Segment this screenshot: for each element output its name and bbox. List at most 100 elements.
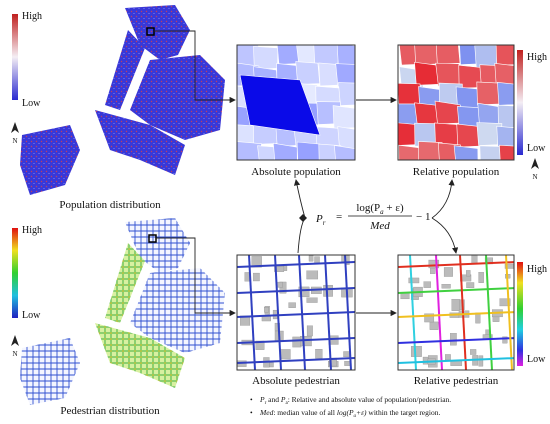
symbol: P bbox=[280, 395, 286, 404]
absolute-population-inset bbox=[237, 45, 355, 160]
building bbox=[323, 284, 333, 297]
building bbox=[306, 270, 319, 280]
parcel bbox=[479, 145, 506, 160]
parcel bbox=[337, 126, 355, 150]
building bbox=[280, 349, 291, 360]
text: + ε) bbox=[384, 202, 404, 214]
building bbox=[430, 268, 436, 274]
parcel bbox=[453, 145, 479, 160]
arrow bbox=[431, 217, 459, 254]
street bbox=[237, 287, 355, 294]
population-map: High Low N Population distribution bbox=[11, 5, 225, 211]
legend-bar bbox=[517, 262, 523, 366]
subscript: r bbox=[265, 401, 267, 406]
note: Med: median value of all log(Pa+ε) withi… bbox=[259, 408, 440, 419]
north-label: N bbox=[12, 137, 17, 145]
parcel bbox=[497, 104, 514, 129]
street bbox=[398, 337, 514, 344]
symbol: Med bbox=[259, 408, 274, 417]
arrow bbox=[431, 179, 455, 219]
legend-bar bbox=[12, 228, 18, 318]
parcel bbox=[435, 62, 460, 87]
caption: Absolute pedestrian bbox=[252, 375, 340, 387]
expression: log(P bbox=[337, 408, 354, 417]
north-arrow bbox=[531, 158, 539, 169]
building bbox=[408, 277, 420, 284]
borough bbox=[95, 323, 185, 388]
bullet: • bbox=[250, 395, 253, 404]
street bbox=[398, 261, 514, 268]
street bbox=[274, 255, 282, 370]
building bbox=[244, 272, 250, 282]
building bbox=[288, 302, 296, 308]
absolute-pedestrian-inset bbox=[237, 255, 355, 370]
borough bbox=[105, 30, 145, 110]
building bbox=[306, 297, 318, 303]
parcel bbox=[418, 141, 443, 160]
subscript: a bbox=[285, 401, 288, 406]
formula-lhs: Pr bbox=[315, 213, 326, 227]
inset-frame bbox=[236, 254, 356, 371]
parcel bbox=[476, 81, 502, 106]
north-label: N bbox=[532, 173, 537, 181]
relative-pedestrian-inset bbox=[398, 255, 514, 370]
bullet: • bbox=[250, 408, 253, 417]
caption: Relative pedestrian bbox=[414, 375, 499, 387]
focus-box bbox=[146, 27, 155, 36]
parcel bbox=[435, 45, 461, 65]
street bbox=[237, 337, 355, 344]
subscript: r bbox=[323, 219, 326, 227]
building bbox=[451, 299, 460, 311]
parcel bbox=[296, 141, 322, 160]
building bbox=[410, 346, 422, 357]
building bbox=[292, 336, 302, 348]
caption: Population distribution bbox=[59, 199, 161, 211]
street bbox=[435, 255, 443, 370]
building bbox=[499, 298, 511, 307]
legend-low: Low bbox=[527, 354, 546, 365]
parcel bbox=[494, 63, 514, 87]
borough bbox=[20, 338, 80, 405]
north-label: N bbox=[12, 350, 17, 358]
legend-high: High bbox=[527, 52, 547, 63]
borough bbox=[105, 243, 145, 323]
street bbox=[324, 255, 332, 370]
borough bbox=[125, 218, 190, 273]
street bbox=[248, 255, 256, 370]
building bbox=[429, 321, 439, 330]
building bbox=[255, 340, 265, 350]
inset-frame bbox=[397, 254, 515, 371]
symbol: P bbox=[259, 395, 265, 404]
parcel bbox=[239, 74, 321, 136]
building bbox=[274, 266, 285, 272]
building bbox=[465, 270, 471, 277]
building bbox=[502, 336, 508, 344]
parcel bbox=[338, 82, 355, 106]
street bbox=[298, 255, 306, 370]
parcel bbox=[499, 144, 514, 160]
street bbox=[237, 311, 355, 318]
subscript: a bbox=[354, 414, 357, 419]
relative-population-inset bbox=[398, 45, 514, 160]
legend-low: Low bbox=[22, 98, 41, 109]
building bbox=[441, 284, 451, 289]
formula-denominator: Med bbox=[369, 220, 390, 232]
building bbox=[478, 355, 484, 367]
parcel bbox=[332, 105, 355, 129]
parcel bbox=[398, 83, 422, 107]
parcel bbox=[414, 102, 439, 127]
building bbox=[445, 354, 451, 361]
building bbox=[253, 272, 260, 282]
building bbox=[443, 267, 453, 277]
focus-box bbox=[148, 234, 157, 243]
building bbox=[306, 325, 313, 337]
parcel bbox=[495, 45, 514, 66]
caption: Relative population bbox=[413, 166, 500, 178]
legend-low: Low bbox=[527, 143, 546, 154]
parcel bbox=[336, 45, 355, 66]
building bbox=[315, 349, 323, 359]
subscript: a bbox=[380, 208, 384, 216]
inset-frame bbox=[397, 44, 515, 161]
building bbox=[492, 316, 500, 322]
